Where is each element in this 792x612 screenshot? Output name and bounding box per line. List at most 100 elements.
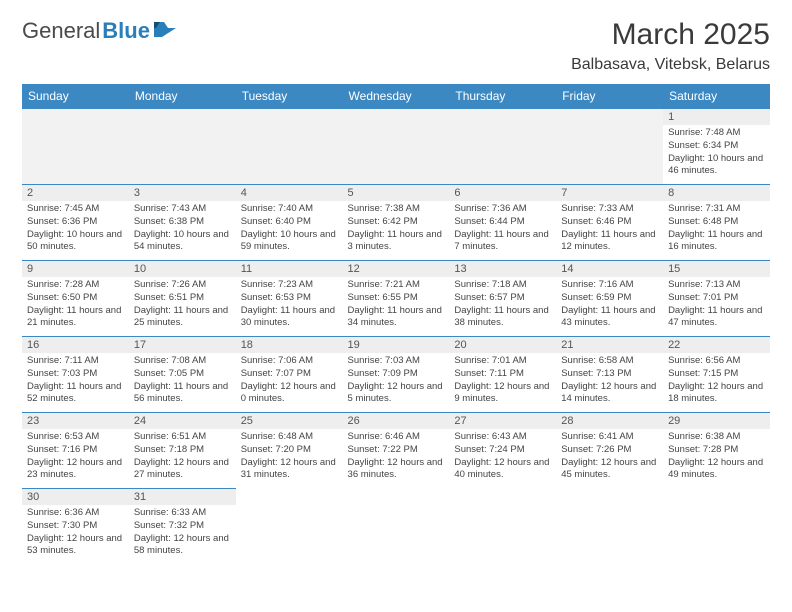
calendar-cell: 7Sunrise: 7:33 AMSunset: 6:46 PMDaylight…: [556, 185, 663, 261]
sunset-line: Sunset: 7:24 PM: [454, 444, 524, 455]
sunset-line: Sunset: 6:36 PM: [27, 216, 97, 227]
daylight-line: Daylight: 12 hours and 5 minutes.: [348, 381, 443, 405]
sunrise-line: Sunrise: 7:03 AM: [348, 355, 420, 366]
day-details: Sunrise: 7:11 AMSunset: 7:03 PMDaylight:…: [22, 353, 129, 410]
sunrise-line: Sunrise: 6:43 AM: [454, 431, 526, 442]
sunset-line: Sunset: 6:34 PM: [668, 140, 738, 151]
day-details: Sunrise: 7:31 AMSunset: 6:48 PMDaylight:…: [663, 201, 770, 258]
day-number: 13: [449, 261, 556, 277]
sunset-line: Sunset: 7:01 PM: [668, 292, 738, 303]
day-number: 17: [129, 337, 236, 353]
calendar-table: SundayMondayTuesdayWednesdayThursdayFrid…: [22, 84, 770, 565]
sunset-line: Sunset: 6:50 PM: [27, 292, 97, 303]
calendar-row: 9Sunrise: 7:28 AMSunset: 6:50 PMDaylight…: [22, 261, 770, 337]
sunset-line: Sunset: 7:09 PM: [348, 368, 418, 379]
location-text: Balbasava, Vitebsk, Belarus: [571, 56, 770, 74]
daylight-line: Daylight: 12 hours and 36 minutes.: [348, 457, 443, 481]
calendar-cell: 9Sunrise: 7:28 AMSunset: 6:50 PMDaylight…: [22, 261, 129, 337]
calendar-cell: 10Sunrise: 7:26 AMSunset: 6:51 PMDayligh…: [129, 261, 236, 337]
day-number: 22: [663, 337, 770, 353]
day-header: Thursday: [449, 84, 556, 109]
daylight-line: Daylight: 11 hours and 12 minutes.: [561, 229, 655, 253]
daylight-line: Daylight: 11 hours and 3 minutes.: [348, 229, 442, 253]
day-number: 26: [343, 413, 450, 429]
day-details: Sunrise: 7:21 AMSunset: 6:55 PMDaylight:…: [343, 277, 450, 334]
day-details: Sunrise: 7:36 AMSunset: 6:44 PMDaylight:…: [449, 201, 556, 258]
sunrise-line: Sunrise: 7:40 AM: [241, 203, 313, 214]
day-header: Sunday: [22, 84, 129, 109]
calendar-cell: [129, 109, 236, 185]
day-details: Sunrise: 7:45 AM Sunset: 6:36 PM Daylight:…: [22, 201, 129, 258]
day-header: Wednesday: [343, 84, 450, 109]
day-details: Sunrise: 6:41 AMSunset: 7:26 PMDaylight:…: [556, 429, 663, 486]
sunrise-line: Sunrise: 6:46 AM: [348, 431, 420, 442]
day-number: 16: [22, 337, 129, 353]
calendar-cell: 15Sunrise: 7:13 AMSunset: 7:01 PMDayligh…: [663, 261, 770, 337]
sunrise-line: Sunrise: 6:36 AM: [27, 507, 99, 518]
day-number: 10: [129, 261, 236, 277]
day-number: 18: [236, 337, 343, 353]
calendar-cell: [556, 489, 663, 565]
day-details: Sunrise: 7:38 AM Sunset: 6:42 PM Daylight:…: [343, 201, 450, 258]
day-number: 9: [22, 261, 129, 277]
calendar-head: SundayMondayTuesdayWednesdayThursdayFrid…: [22, 84, 770, 109]
calendar-cell: 1Sunrise: 7:48 AMSunset: 6:34 PMDaylight…: [663, 109, 770, 185]
day-header: Tuesday: [236, 84, 343, 109]
sunset-line: Sunset: 6:55 PM: [348, 292, 418, 303]
sunset-line: Sunset: 7:20 PM: [241, 444, 311, 455]
sunrise-line: Sunrise: 6:53 AM: [27, 431, 99, 442]
daylight-line: Daylight: 12 hours and 23 minutes.: [27, 457, 122, 481]
calendar-cell: 4Sunrise: 7:40 AMSunset: 6:40 PMDaylight…: [236, 185, 343, 261]
daylight-line: Daylight: 10 hours and 50 minutes.: [27, 229, 122, 253]
sunrise-line: Sunrise: 6:38 AM: [668, 431, 740, 442]
day-number: 4: [236, 185, 343, 201]
day-details: Sunrise: 7:23 AMSunset: 6:53 PMDaylight:…: [236, 277, 343, 334]
logo-text-blue: Blue: [102, 18, 150, 44]
day-number: 31: [129, 489, 236, 505]
sunset-line: Sunset: 7:11 PM: [454, 368, 524, 379]
calendar-cell: 30Sunrise: 6:36 AMSunset: 7:30 PMDayligh…: [22, 489, 129, 565]
calendar-cell: 25Sunrise: 6:48 AMSunset: 7:20 PMDayligh…: [236, 413, 343, 489]
day-header: Monday: [129, 84, 236, 109]
day-details: Sunrise: 7:08 AMSunset: 7:05 PMDaylight:…: [129, 353, 236, 410]
daylight-line: Daylight: 10 hours and 59 minutes.: [241, 229, 336, 253]
flag-icon: [154, 18, 180, 44]
calendar-cell: 26Sunrise: 6:46 AMSunset: 7:22 PMDayligh…: [343, 413, 450, 489]
sunset-line: Sunset: 6:53 PM: [241, 292, 311, 303]
daylight-line: Daylight: 11 hours and 16 minutes.: [668, 229, 762, 253]
sunrise-line: Sunrise: 7:43 AM: [134, 203, 206, 214]
daylight-line: Daylight: 11 hours and 38 minutes.: [454, 305, 548, 329]
day-details: Sunrise: 6:38 AMSunset: 7:28 PMDaylight:…: [663, 429, 770, 486]
day-number: 25: [236, 413, 343, 429]
day-number: 1: [663, 109, 770, 125]
daylight-line: Daylight: 11 hours and 7 minutes.: [454, 229, 548, 253]
calendar-cell: 12Sunrise: 7:21 AMSunset: 6:55 PMDayligh…: [343, 261, 450, 337]
day-details: Sunrise: 7:26 AMSunset: 6:51 PMDaylight:…: [129, 277, 236, 334]
sunset-line: Sunset: 7:16 PM: [27, 444, 97, 455]
logo-text-general: General: [22, 18, 100, 44]
day-number: 14: [556, 261, 663, 277]
header: GeneralBlue March 2025 Balbasava, Vitebs…: [22, 18, 770, 74]
sunset-line: Sunset: 6:57 PM: [454, 292, 524, 303]
day-number: 20: [449, 337, 556, 353]
calendar-cell: 3Sunrise: 7:43 AMSunset: 6:38 PMDaylight…: [129, 185, 236, 261]
calendar-row: 1Sunrise: 7:48 AMSunset: 6:34 PMDaylight…: [22, 109, 770, 185]
day-details: Sunrise: 6:53 AM Sunset: 7:16 PM Daylight:…: [22, 429, 129, 486]
calendar-cell: 22Sunrise: 6:56 AMSunset: 7:15 PMDayligh…: [663, 337, 770, 413]
calendar-cell: [236, 109, 343, 185]
sunrise-line: Sunrise: 7:45 AM: [27, 203, 99, 214]
sunset-line: Sunset: 6:46 PM: [561, 216, 631, 227]
calendar-cell: [663, 489, 770, 565]
day-details: Sunrise: 6:58 AMSunset: 7:13 PMDaylight:…: [556, 353, 663, 410]
sunset-line: Sunset: 7:07 PM: [241, 368, 311, 379]
sunset-line: Sunset: 6:42 PM: [348, 216, 418, 227]
calendar-cell: [449, 109, 556, 185]
day-number: 28: [556, 413, 663, 429]
calendar-cell: 6Sunrise: 7:36 AMSunset: 6:44 PMDaylight…: [449, 185, 556, 261]
title-area: March 2025 Balbasava, Vitebsk, Belarus: [571, 18, 770, 74]
sunrise-line: Sunrise: 7:38 AM: [348, 203, 420, 214]
sunset-line: Sunset: 7:05 PM: [134, 368, 204, 379]
sunrise-line: Sunrise: 6:56 AM: [668, 355, 740, 366]
day-details: Sunrise: 7:28 AMSunset: 6:50 PMDaylight:…: [22, 277, 129, 334]
calendar-cell: 19Sunrise: 7:03 AMSunset: 7:09 PMDayligh…: [343, 337, 450, 413]
